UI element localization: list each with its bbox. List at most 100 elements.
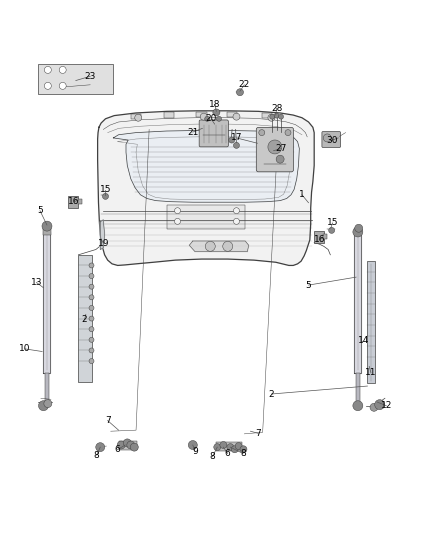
Bar <box>131 114 141 119</box>
Circle shape <box>328 228 335 233</box>
Circle shape <box>44 400 52 408</box>
Circle shape <box>44 83 51 90</box>
Text: 1: 1 <box>299 190 305 199</box>
Text: 6: 6 <box>114 445 120 454</box>
Text: 12: 12 <box>381 401 392 410</box>
Circle shape <box>355 224 363 232</box>
Text: 7: 7 <box>105 416 110 425</box>
Circle shape <box>205 116 210 122</box>
Text: 2: 2 <box>82 315 87 324</box>
Polygon shape <box>189 241 249 252</box>
Text: 11: 11 <box>365 368 377 377</box>
Text: 7: 7 <box>255 429 261 438</box>
Circle shape <box>353 227 363 237</box>
Bar <box>314 231 324 243</box>
Bar <box>38 63 113 94</box>
Bar <box>227 112 237 117</box>
Text: 28: 28 <box>271 104 283 112</box>
Bar <box>45 373 49 406</box>
Circle shape <box>229 137 235 143</box>
Circle shape <box>237 88 244 96</box>
Text: 19: 19 <box>98 239 109 248</box>
Text: 8: 8 <box>240 449 246 458</box>
Circle shape <box>259 130 265 135</box>
Circle shape <box>89 284 94 289</box>
Polygon shape <box>113 131 299 202</box>
Text: 10: 10 <box>19 344 31 353</box>
Circle shape <box>188 441 197 449</box>
Circle shape <box>240 446 247 453</box>
Text: 2: 2 <box>268 390 274 399</box>
Circle shape <box>89 337 94 342</box>
Circle shape <box>89 327 94 332</box>
Circle shape <box>124 439 131 447</box>
Text: 13: 13 <box>31 278 42 287</box>
Bar <box>262 113 272 118</box>
Circle shape <box>270 114 275 119</box>
Circle shape <box>96 443 105 451</box>
Circle shape <box>44 67 51 74</box>
Text: 18: 18 <box>209 100 220 109</box>
Circle shape <box>59 83 66 90</box>
Text: 9: 9 <box>192 447 198 456</box>
Text: 5: 5 <box>306 280 311 289</box>
Circle shape <box>102 193 109 199</box>
Circle shape <box>353 401 363 411</box>
Circle shape <box>233 219 240 224</box>
Circle shape <box>268 114 275 121</box>
Bar <box>42 228 51 235</box>
Text: 21: 21 <box>187 127 198 136</box>
Circle shape <box>205 241 215 251</box>
Polygon shape <box>43 232 50 373</box>
Text: 16: 16 <box>314 236 325 245</box>
Text: 16: 16 <box>68 197 80 206</box>
Circle shape <box>89 359 94 364</box>
FancyBboxPatch shape <box>256 127 293 172</box>
Circle shape <box>200 113 207 120</box>
Circle shape <box>89 263 94 268</box>
Circle shape <box>42 221 52 231</box>
Bar <box>367 261 375 383</box>
Circle shape <box>370 403 378 411</box>
Circle shape <box>279 114 283 119</box>
Circle shape <box>117 441 125 449</box>
Circle shape <box>233 142 240 148</box>
Text: 17: 17 <box>231 133 242 142</box>
Text: 22: 22 <box>239 80 250 90</box>
Circle shape <box>127 441 135 449</box>
Circle shape <box>131 443 138 451</box>
Circle shape <box>274 113 279 118</box>
Polygon shape <box>100 220 105 249</box>
Text: 27: 27 <box>276 144 287 153</box>
Circle shape <box>233 208 240 214</box>
Text: 15: 15 <box>327 219 338 228</box>
Circle shape <box>174 208 180 214</box>
Text: 30: 30 <box>327 135 338 144</box>
Bar <box>163 112 174 118</box>
Circle shape <box>89 316 94 321</box>
Circle shape <box>135 114 142 121</box>
Bar <box>78 255 92 382</box>
Circle shape <box>227 443 234 450</box>
Circle shape <box>174 219 180 224</box>
Circle shape <box>89 348 94 353</box>
Text: 8: 8 <box>94 450 99 459</box>
Text: 23: 23 <box>85 72 96 81</box>
Bar <box>196 112 207 117</box>
Bar <box>323 234 327 239</box>
Circle shape <box>374 400 385 410</box>
Bar <box>68 196 78 208</box>
Circle shape <box>216 116 222 122</box>
Circle shape <box>59 67 66 74</box>
Circle shape <box>213 109 220 116</box>
Circle shape <box>276 155 284 163</box>
Circle shape <box>285 130 291 135</box>
Text: 15: 15 <box>100 185 111 195</box>
FancyBboxPatch shape <box>322 132 340 148</box>
Circle shape <box>231 446 238 453</box>
FancyBboxPatch shape <box>199 120 228 147</box>
Circle shape <box>235 442 242 449</box>
Circle shape <box>268 140 282 154</box>
Bar <box>120 441 137 450</box>
Circle shape <box>89 305 94 310</box>
